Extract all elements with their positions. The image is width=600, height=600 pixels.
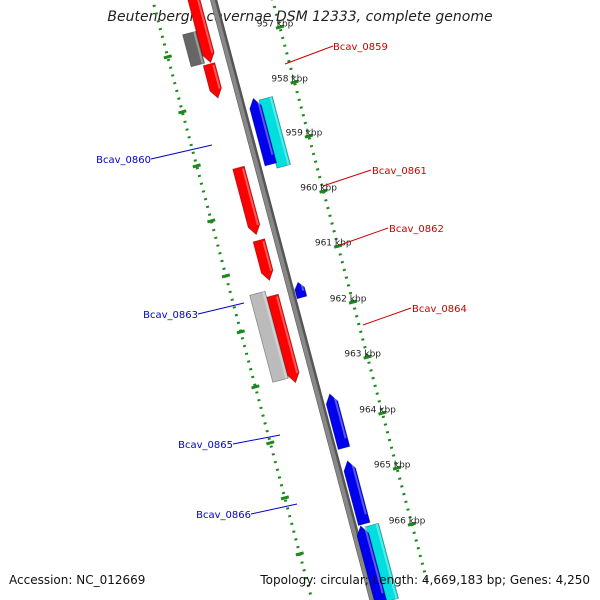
- tick-mark: [280, 495, 290, 501]
- tick-mark: [333, 243, 343, 249]
- tick-mark: [304, 133, 314, 139]
- tick-mark: [251, 384, 260, 390]
- gene-feature: [252, 238, 274, 282]
- tick-mark: [392, 465, 402, 471]
- gene-highlight: [364, 526, 384, 594]
- right-ruler: [152, 4, 314, 600]
- gene-feature: [325, 393, 351, 450]
- tick-mark: [407, 521, 417, 527]
- gene-label: Bcav_0860: [96, 155, 151, 166]
- gene-highlight: [262, 291, 288, 379]
- gene-feature: [266, 293, 300, 384]
- kbp-tick-label: 964 kbp: [359, 406, 396, 416]
- gene-highlight: [300, 283, 305, 291]
- tick-mark: [266, 440, 275, 446]
- kbp-tick-label: 962 kbp: [330, 295, 367, 305]
- kbp-tick-label: 965 kbp: [374, 461, 411, 471]
- leader-line: [150, 144, 213, 160]
- kbp-tick-label: 958 kbp: [271, 75, 308, 85]
- tick-mark: [275, 24, 285, 30]
- gene-feature: [249, 290, 289, 383]
- gene-highlight: [197, 0, 214, 54]
- leader-line: [339, 227, 389, 246]
- tick-mark: [207, 218, 216, 224]
- kbp-tick-label: 963 kbp: [344, 350, 381, 360]
- kbp-tick-label: 966 kbp: [389, 517, 426, 527]
- accession-text: Accession: NC_012669: [9, 573, 146, 587]
- gene-label: Bcav_0862: [389, 224, 444, 235]
- kbp-tick-label: 957 kbp: [257, 20, 294, 30]
- kbp-tick-label: 960 kbp: [300, 184, 337, 194]
- tick-mark: [290, 79, 299, 85]
- gene-feature: [343, 460, 371, 526]
- genome-summary: Topology: circular; Length: 4,669,183 bp…: [260, 573, 590, 587]
- gene-highlight: [269, 96, 290, 166]
- leader-line: [197, 302, 245, 315]
- gene-feature: [202, 62, 222, 99]
- gene-highlight: [333, 394, 347, 439]
- tick-mark: [319, 188, 328, 194]
- tick-mark: [348, 299, 358, 305]
- gene-highlight: [256, 99, 274, 155]
- gene-label: Bcav_0859: [333, 42, 388, 53]
- gene-feature: [364, 522, 399, 600]
- leader-line: [362, 307, 412, 326]
- kbp-tick-label: 961 kbp: [315, 239, 352, 249]
- gene-highlight: [262, 241, 272, 271]
- leader-line: [322, 169, 372, 187]
- gene-label: Bcav_0863: [143, 310, 198, 321]
- tick-mark: [192, 163, 201, 169]
- tick-mark: [163, 54, 173, 60]
- gene-highlight: [350, 461, 367, 515]
- gene-feature: [232, 165, 261, 236]
- gene-highlight: [276, 296, 299, 374]
- kbp-tick-label: 959 kbp: [286, 129, 323, 139]
- gene-label: Bcav_0861: [372, 166, 427, 177]
- tick-mark: [221, 273, 231, 279]
- tick-mark: [295, 551, 304, 557]
- tick-mark: [363, 354, 372, 360]
- gene-highlight: [375, 523, 398, 600]
- left-ruler: [271, 0, 430, 586]
- leader-line: [250, 503, 298, 515]
- gene-feature: [258, 96, 291, 169]
- gene-feature: [182, 30, 206, 68]
- gene-highlight: [212, 64, 221, 89]
- leader-line: [232, 434, 281, 445]
- gene-feature: [249, 97, 278, 167]
- leader-line: [284, 45, 334, 65]
- gene-label: Bcav_0864: [412, 304, 467, 315]
- gene-highlight: [242, 168, 259, 226]
- tick-mark: [178, 109, 187, 115]
- gene-feature: [294, 281, 308, 300]
- dna-backbone: [210, 0, 374, 600]
- tick-mark: [378, 410, 387, 416]
- gene-feature: [356, 525, 387, 600]
- tick-mark: [236, 329, 246, 335]
- gene-label: Bcav_0865: [178, 440, 233, 451]
- gene-feature: [187, 0, 215, 64]
- gene-highlight: [193, 31, 204, 64]
- gene-label: Bcav_0866: [196, 510, 251, 521]
